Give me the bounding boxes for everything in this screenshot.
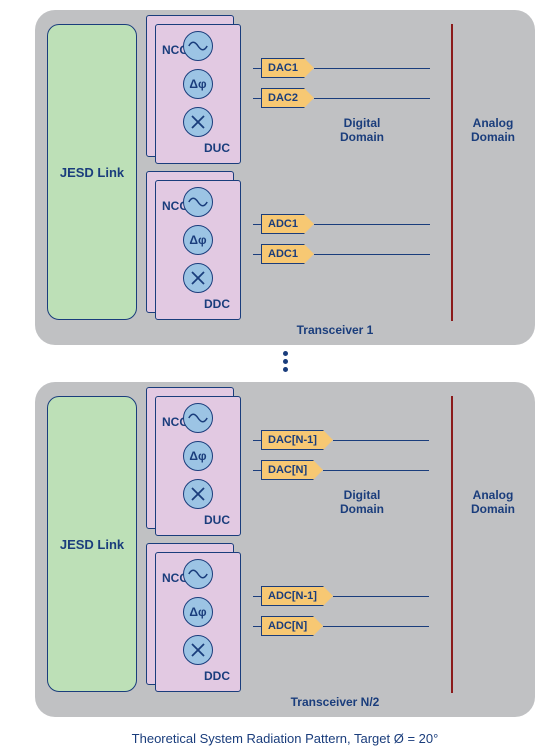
dac-n1-chip: DAC[N-1] — [253, 430, 429, 450]
phase-icon: Δφ — [183, 69, 213, 99]
phase-icon: Δφ — [183, 225, 213, 255]
dac2-chip: DAC2 — [253, 88, 430, 108]
adc2-chip: ADC1 — [253, 244, 430, 264]
nco-duc-block: NCO Δφ DUC — [155, 24, 241, 164]
duc-label: DUC — [160, 513, 236, 527]
duc-label: DUC — [160, 141, 236, 155]
ddc-label: DDC — [160, 669, 236, 683]
ddc-label: DDC — [160, 297, 236, 311]
mixer-icon — [183, 263, 213, 293]
transceiver-panel-n: Digital Domain Analog Domain JESD Link N… — [35, 382, 535, 717]
mixer-icon — [183, 635, 213, 665]
sine-icon — [183, 559, 213, 589]
transceiver-label: Transceiver N/2 — [147, 695, 523, 709]
adc-n1-chip: ADC[N-1] — [253, 586, 429, 606]
mixer-icon — [183, 107, 213, 137]
sine-icon — [183, 403, 213, 433]
adc-n-chip: ADC[N] — [253, 616, 429, 636]
dac-n-chip: DAC[N] — [253, 460, 429, 480]
transceiver-label: Transceiver 1 — [147, 323, 523, 337]
sine-icon — [183, 31, 213, 61]
dac1-chip: DAC1 — [253, 58, 430, 78]
ellipsis-icon — [35, 351, 535, 372]
phase-icon: Δφ — [183, 597, 213, 627]
nco-ddc-block: NCO Δφ DDC — [155, 180, 241, 320]
jesd-link-block: JESD Link — [47, 396, 137, 692]
transceiver-panel-1: Digital Domain Analog Domain JESD Link N… — [35, 10, 535, 345]
phase-icon: Δφ — [183, 441, 213, 471]
adc1-chip: ADC1 — [253, 214, 430, 234]
mixer-icon — [183, 479, 213, 509]
jesd-link-block: JESD Link — [47, 24, 137, 320]
caption-text: Theoretical System Radiation Pattern, Ta… — [35, 731, 535, 746]
nco-duc-block: NCO Δφ DUC — [155, 396, 241, 536]
nco-ddc-block: NCO Δφ DDC — [155, 552, 241, 692]
sine-icon — [183, 187, 213, 217]
